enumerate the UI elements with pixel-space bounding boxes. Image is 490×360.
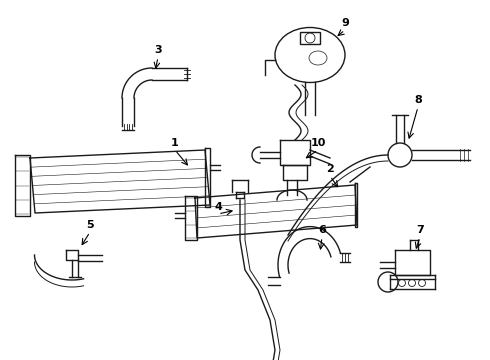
Bar xyxy=(300,32,320,44)
Text: 5: 5 xyxy=(86,220,94,230)
Text: 4: 4 xyxy=(214,202,222,212)
Text: 3: 3 xyxy=(154,45,162,55)
Text: 1: 1 xyxy=(171,138,179,148)
Text: 8: 8 xyxy=(414,95,422,105)
Text: 2: 2 xyxy=(326,164,334,174)
Text: 7: 7 xyxy=(416,225,424,235)
Text: 10: 10 xyxy=(310,138,326,148)
Text: 6: 6 xyxy=(318,225,326,235)
Text: 9: 9 xyxy=(341,18,349,28)
